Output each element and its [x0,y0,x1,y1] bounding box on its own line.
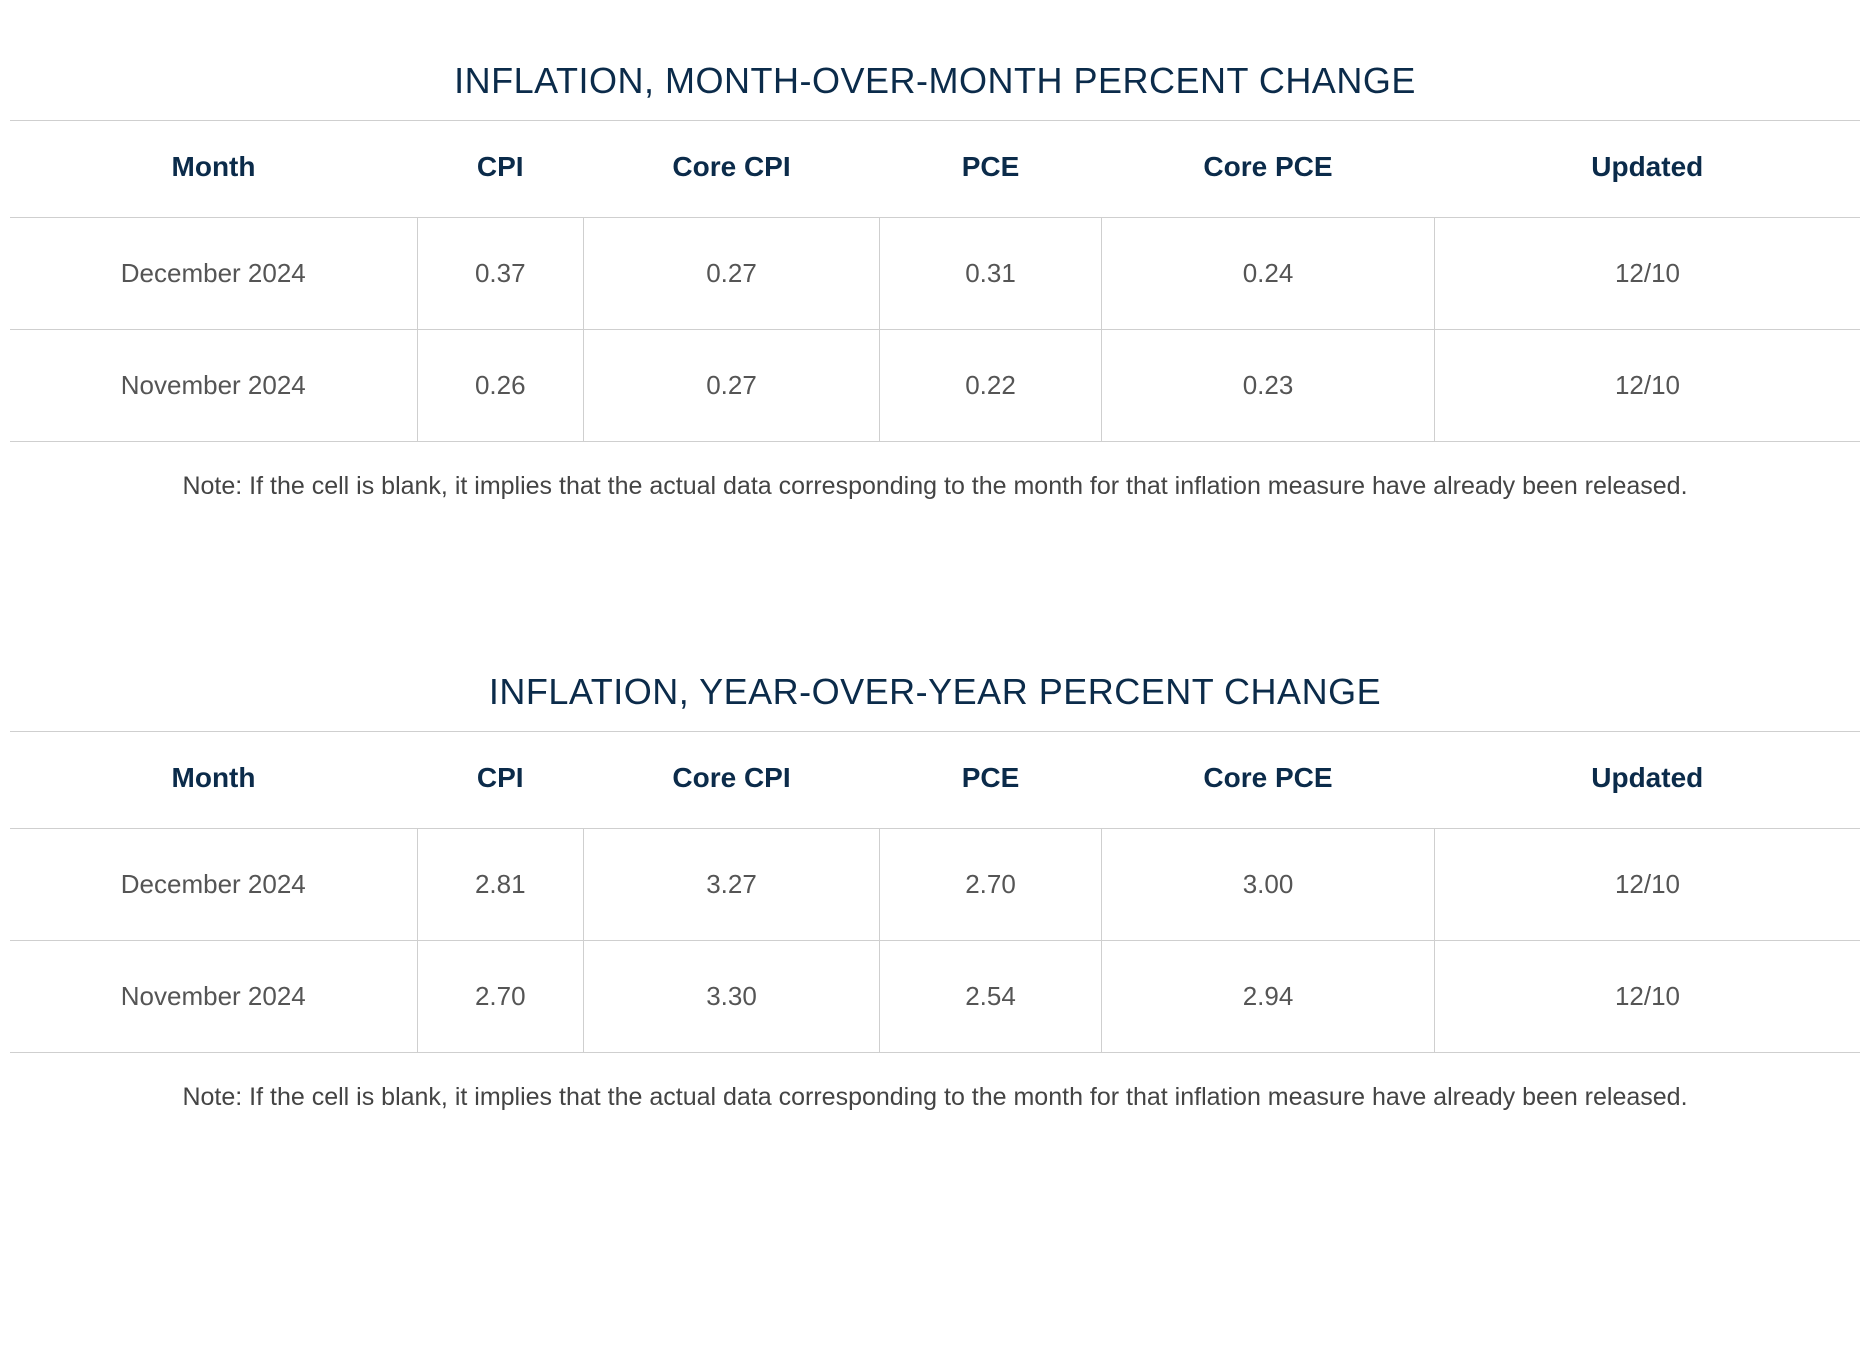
cell-month: December 2024 [10,829,417,941]
mom-note: Note: If the cell is blank, it implies t… [10,472,1860,501]
yoy-header-row: Month CPI Core CPI PCE Core PCE Updated [10,732,1860,829]
table-row: November 2024 0.26 0.27 0.22 0.23 12/10 [10,330,1860,442]
table-row: November 2024 2.70 3.30 2.54 2.94 12/10 [10,941,1860,1053]
mom-header-row: Month CPI Core CPI PCE Core PCE Updated [10,121,1860,218]
col-header-month: Month [10,732,417,829]
cell-core-cpi: 3.30 [584,941,880,1053]
cell-pce: 0.22 [880,330,1102,442]
cell-month: December 2024 [10,218,417,330]
yoy-section: INFLATION, YEAR-OVER-YEAR PERCENT CHANGE… [10,671,1860,1112]
cell-cpi: 2.81 [417,829,584,941]
cell-core-pce: 2.94 [1102,941,1435,1053]
col-header-updated: Updated [1435,732,1861,829]
yoy-note: Note: If the cell is blank, it implies t… [10,1083,1860,1112]
mom-section: INFLATION, MONTH-OVER-MONTH PERCENT CHAN… [10,60,1860,501]
cell-updated: 12/10 [1435,941,1861,1053]
cell-core-cpi: 3.27 [584,829,880,941]
cell-cpi: 2.70 [417,941,584,1053]
cell-month: November 2024 [10,330,417,442]
col-header-cpi: CPI [417,121,584,218]
cell-pce: 2.54 [880,941,1102,1053]
cell-core-cpi: 0.27 [584,330,880,442]
col-header-updated: Updated [1435,121,1861,218]
col-header-core-cpi: Core CPI [584,121,880,218]
yoy-table: Month CPI Core CPI PCE Core PCE Updated … [10,731,1860,1053]
cell-cpi: 0.37 [417,218,584,330]
cell-core-cpi: 0.27 [584,218,880,330]
col-header-month: Month [10,121,417,218]
table-row: December 2024 0.37 0.27 0.31 0.24 12/10 [10,218,1860,330]
mom-table: Month CPI Core CPI PCE Core PCE Updated … [10,120,1860,442]
page-root: INFLATION, MONTH-OVER-MONTH PERCENT CHAN… [0,0,1870,1192]
cell-updated: 12/10 [1435,829,1861,941]
col-header-core-cpi: Core CPI [584,732,880,829]
cell-updated: 12/10 [1435,218,1861,330]
col-header-core-pce: Core PCE [1102,732,1435,829]
cell-pce: 0.31 [880,218,1102,330]
mom-title: INFLATION, MONTH-OVER-MONTH PERCENT CHAN… [10,60,1860,102]
cell-core-pce: 0.24 [1102,218,1435,330]
col-header-pce: PCE [880,732,1102,829]
cell-core-pce: 3.00 [1102,829,1435,941]
cell-updated: 12/10 [1435,330,1861,442]
cell-cpi: 0.26 [417,330,584,442]
cell-pce: 2.70 [880,829,1102,941]
table-row: December 2024 2.81 3.27 2.70 3.00 12/10 [10,829,1860,941]
cell-core-pce: 0.23 [1102,330,1435,442]
col-header-cpi: CPI [417,732,584,829]
col-header-pce: PCE [880,121,1102,218]
cell-month: November 2024 [10,941,417,1053]
col-header-core-pce: Core PCE [1102,121,1435,218]
yoy-title: INFLATION, YEAR-OVER-YEAR PERCENT CHANGE [10,671,1860,713]
